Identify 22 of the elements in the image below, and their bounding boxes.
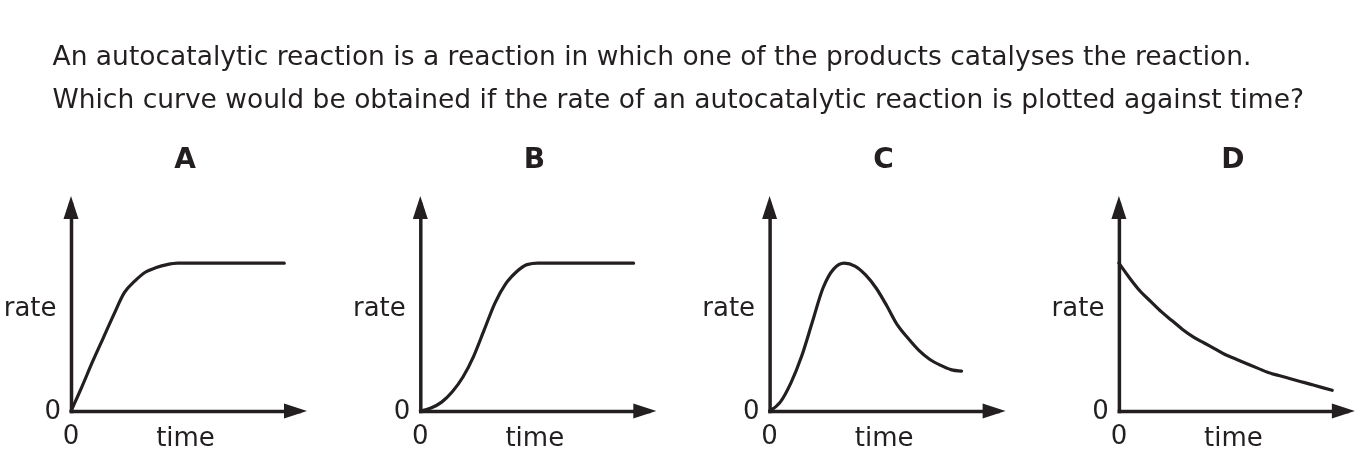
chart-title: B: [523, 142, 545, 175]
text: 0: [412, 420, 429, 450]
text: 0: [743, 395, 760, 425]
chart-title: D: [1221, 142, 1245, 175]
text: 0: [62, 420, 80, 450]
y-axis-title: rate: [3, 292, 57, 322]
chart-title: A: [174, 142, 197, 175]
x-axis-title: time: [156, 421, 215, 452]
x-axis-title: time: [1204, 421, 1263, 452]
x-axis-title: time: [505, 421, 565, 452]
text: 0: [44, 395, 61, 425]
text: An autocatalytic reaction is a reaction in which one of the products catalyses the reaction.: [52, 39, 1252, 71]
text: 0: [393, 395, 411, 425]
text: Which curve would be obtained if the rate of an autocatalytic reaction is plotted against time?: [52, 82, 1305, 114]
text: 0: [761, 420, 778, 450]
y-axis-title: rate: [1051, 292, 1105, 322]
y-axis-title: rate: [352, 292, 406, 322]
text: 0: [1092, 395, 1109, 425]
chart-title: C: [873, 142, 894, 175]
x-axis-title: time: [854, 421, 914, 452]
y-axis-title: rate: [702, 292, 756, 322]
text: 0: [1110, 420, 1128, 450]
